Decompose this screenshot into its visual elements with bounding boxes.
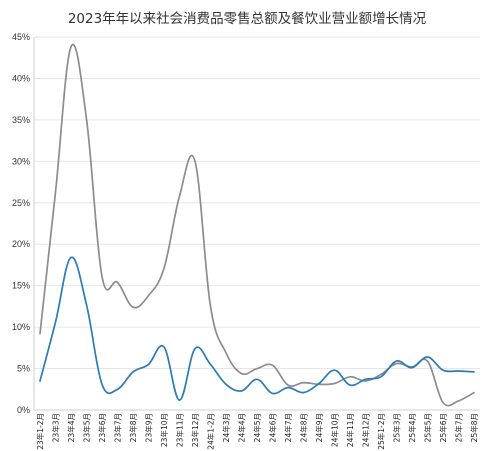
x-tick-label: 23年6月 [97,413,107,442]
y-tick-label: 0% [17,405,30,415]
x-tick-label: 23年5月 [82,413,92,442]
y-tick-label: 35% [12,115,30,125]
x-tick-label: 25年5月 [423,413,433,442]
x-tick-label: 24年7月 [283,413,293,442]
y-tick-label: 10% [12,322,30,332]
x-tick-label: 24年3月 [221,413,231,442]
y-axis-ticks: 0% 5% 10% 15% 20% 25% 30% 35% 40% 45% [12,32,30,415]
x-tick-label: 23年4月 [66,413,76,442]
y-tick-label: 5% [17,364,30,374]
x-tick-label: 23年12月 [190,413,200,447]
x-tick-label: 24年5月 [252,413,262,442]
chart-title: 2023年年以来社会消费品零售总额及餐饮业营业额增长情况 [68,11,427,27]
x-tick-label: 24年8月 [299,413,309,442]
x-tick-label: 23年3月 [51,413,61,442]
x-tick-label: 23年11月 [175,413,185,447]
x-tick-label: 23年7月 [113,413,123,442]
y-tick-label: 30% [12,156,30,166]
x-tick-label: 24年11月 [345,413,355,447]
x-tick-label: 24年12月 [361,413,371,447]
series-lines [39,43,475,407]
x-tick-label: 25年8月 [469,413,479,442]
x-tick-label: 25年4月 [407,413,417,442]
y-tick-label: 25% [12,198,30,208]
x-tick-label: 24年4月 [237,413,247,442]
x-tick-label: 23年9月 [144,413,154,442]
series-line-gray [39,43,475,407]
x-tick-label: 24年9月 [314,413,324,442]
x-tick-label: 25年7月 [454,413,464,442]
y-tick-label: 20% [12,239,30,249]
y-tick-label: 45% [12,32,30,42]
x-tick-label: 23年8月 [128,413,138,442]
x-tick-label: 24年10月 [330,413,340,447]
x-tick-label: 24年1-2月 [206,413,216,450]
x-tick-label: 25年3月 [392,413,402,442]
x-tick-label: 24年6月 [268,413,278,442]
x-tick-label: 23年10月 [159,413,169,447]
x-tick-label: 23年1-2月 [35,413,45,450]
x-tick-label: 25年1-2月 [376,413,386,450]
y-tick-label: 15% [12,281,30,291]
gridlines [33,36,480,411]
x-axis-ticks: 23年1-2月 23年3月 23年4月 23年5月 23年6月 23年7月 23年8月 23年… [35,413,479,450]
y-tick-label: 40% [12,73,30,83]
x-tick-label: 25年6月 [438,413,448,442]
series-line-blue [39,256,475,401]
